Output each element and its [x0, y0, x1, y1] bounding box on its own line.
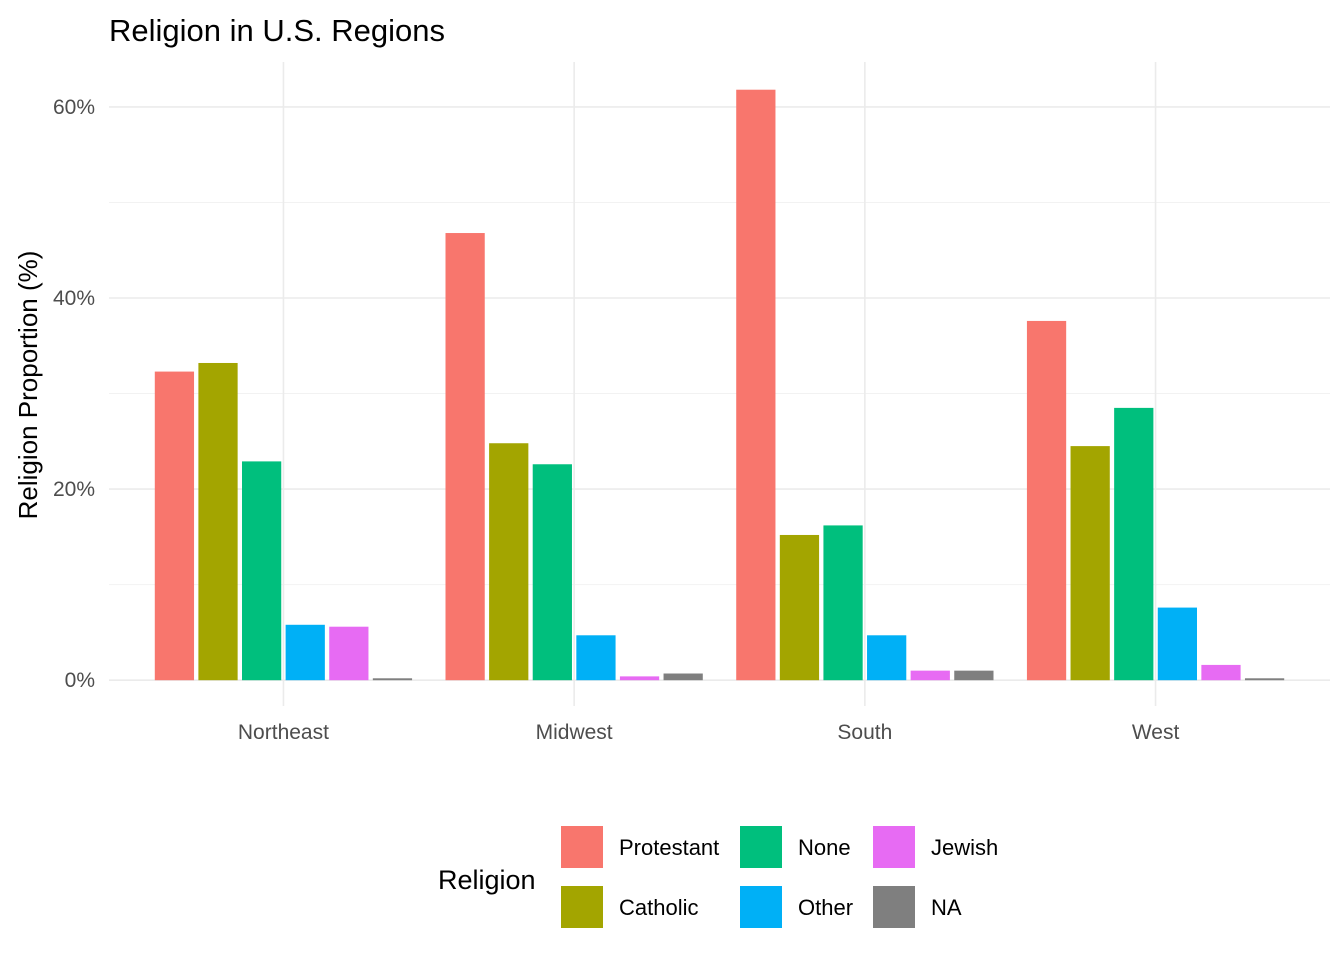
bar-protestant-south: [736, 89, 776, 681]
x-tick-label: South: [837, 721, 892, 744]
bar-none-northeast: [242, 461, 282, 681]
legend-title: Religion: [438, 865, 536, 895]
bar-catholic-northeast: [198, 362, 238, 681]
legend-label-jewish: Jewish: [931, 835, 998, 860]
x-tick-label: West: [1132, 721, 1180, 744]
bars: [154, 89, 1285, 681]
y-axis-title: Religion Proportion (%): [13, 251, 43, 520]
bar-other-south: [867, 635, 907, 681]
y-tick-label: 20%: [53, 478, 95, 501]
bar-na-south: [954, 670, 994, 681]
x-axis-ticks: Northeast Midwest South West: [238, 721, 1180, 744]
bar-na-midwest: [663, 673, 703, 681]
bar-other-midwest: [576, 635, 616, 681]
y-tick-label: 60%: [53, 96, 95, 119]
bar-none-west: [1114, 407, 1154, 681]
legend-key-protestant: [561, 826, 603, 868]
legend-label-na: NA: [931, 895, 962, 920]
bar-other-west: [1157, 607, 1197, 681]
y-tick-label: 40%: [53, 287, 95, 310]
bar-jewish-south: [910, 670, 950, 681]
bar-jewish-west: [1201, 664, 1241, 681]
legend-label-catholic: Catholic: [619, 895, 698, 920]
legend-label-none: None: [798, 835, 851, 860]
bar-protestant-west: [1026, 320, 1067, 681]
legend-key-na: [873, 886, 915, 928]
bar-na-west: [1244, 678, 1285, 681]
legend-key-jewish: [873, 826, 915, 868]
bar-catholic-south: [779, 534, 820, 681]
bar-none-south: [823, 525, 863, 681]
legend: Religion Protestant Catholic None Other Jewi…: [438, 826, 998, 928]
bar-na-northeast: [372, 678, 413, 681]
y-tick-label: 0%: [65, 669, 95, 692]
legend-key-none: [740, 826, 782, 868]
bar-none-midwest: [532, 464, 572, 681]
bar-jewish-midwest: [619, 676, 660, 681]
x-tick-label: Northeast: [238, 721, 329, 744]
chart-title: Religion in U.S. Regions: [109, 13, 445, 48]
bar-catholic-midwest: [489, 443, 529, 681]
y-axis-ticks: 0% 20% 40% 60%: [53, 96, 95, 692]
x-tick-label: Midwest: [536, 721, 613, 744]
bar-protestant-northeast: [154, 371, 195, 681]
bar-catholic-west: [1070, 446, 1110, 681]
bar-protestant-midwest: [445, 233, 485, 681]
legend-key-other: [740, 886, 782, 928]
legend-label-other: Other: [798, 895, 853, 920]
legend-key-catholic: [561, 886, 603, 928]
bar-jewish-northeast: [329, 626, 369, 681]
bar-other-northeast: [285, 624, 325, 681]
legend-label-protestant: Protestant: [619, 835, 719, 860]
